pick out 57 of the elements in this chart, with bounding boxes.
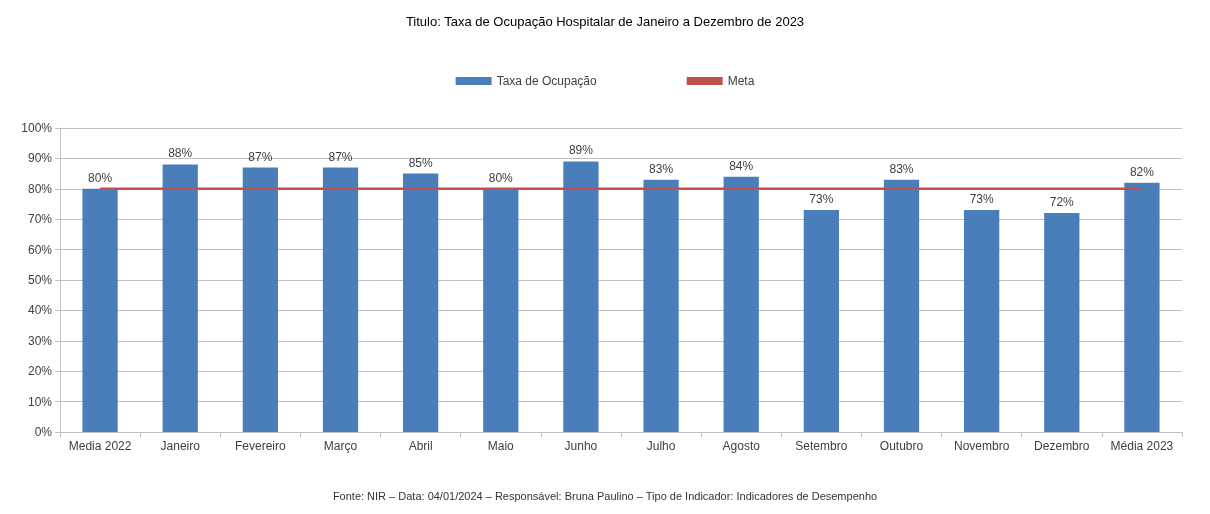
data-label: 73% xyxy=(969,192,994,207)
bar xyxy=(803,210,839,432)
bar xyxy=(1044,213,1080,432)
x-tick-label: Fevereiro xyxy=(235,439,287,453)
chart-title: Titulo: Taxa de Ocupação Hospitalar de Janeiro a Dezembro de 2023 xyxy=(405,14,805,29)
x-tick-label: Março xyxy=(323,439,358,453)
bar xyxy=(162,164,198,432)
bar xyxy=(242,167,278,432)
x-tick-label: Julho xyxy=(646,439,676,453)
source-note: Fonte: NIR – Data: 04/01/2024 – Responsável: Bruna Paulino – Tipo de Indicador: Indicadores de Desempenho xyxy=(332,489,878,502)
x-tick-label: Outubro xyxy=(879,439,924,453)
x-tick-label: Maio xyxy=(487,439,515,453)
legend-label: Taxa de Ocupação xyxy=(496,74,598,88)
bar xyxy=(403,173,439,432)
x-tick-label: Janeiro xyxy=(160,439,201,453)
x-tick-label: Junho xyxy=(564,439,598,453)
y-tick-label: 0% xyxy=(34,425,53,439)
data-label: 73% xyxy=(809,192,834,207)
legend-label: Meta xyxy=(727,74,755,88)
x-tick-label: Novembro xyxy=(953,439,1010,453)
bar xyxy=(82,188,118,432)
x-tick-label: Média 2023 xyxy=(1110,439,1174,453)
data-label: 85% xyxy=(408,155,433,170)
bar xyxy=(1124,182,1160,432)
y-tick-label: 30% xyxy=(27,333,53,348)
bar xyxy=(964,210,1000,432)
x-tick-label: Abril xyxy=(408,439,433,453)
data-label: 84% xyxy=(729,158,754,173)
y-tick-label: 60% xyxy=(27,242,53,257)
data-label: 82% xyxy=(1129,164,1155,179)
bar xyxy=(643,179,679,432)
data-label: 80% xyxy=(488,170,514,185)
x-tick-label: Dezembro xyxy=(1034,439,1090,453)
bar xyxy=(563,161,599,432)
bar xyxy=(883,179,920,432)
x-tick-label: Media 2022 xyxy=(68,439,132,453)
x-tick-label: Agosto xyxy=(722,439,761,453)
bar xyxy=(322,167,359,432)
y-tick-label: 70% xyxy=(27,212,53,227)
data-label: 72% xyxy=(1049,195,1075,210)
y-tick-label: 20% xyxy=(27,364,53,379)
y-tick-label: 100% xyxy=(21,121,53,135)
data-label: 87% xyxy=(328,149,353,164)
data-label: 89% xyxy=(568,143,594,158)
y-tick-label: 80% xyxy=(27,181,53,196)
data-label: 83% xyxy=(649,161,674,176)
y-tick-label: 50% xyxy=(27,273,53,287)
y-tick-label: 40% xyxy=(27,303,53,318)
y-tick-label: 10% xyxy=(27,394,53,409)
data-label: 80% xyxy=(88,170,113,185)
x-tick-label: Setembro xyxy=(795,439,848,453)
y-tick-label: 90% xyxy=(27,151,53,166)
bar xyxy=(483,188,519,432)
data-label: 83% xyxy=(889,161,914,176)
bar xyxy=(723,176,759,432)
data-label: 88% xyxy=(168,146,193,161)
data-label: 87% xyxy=(248,149,273,164)
